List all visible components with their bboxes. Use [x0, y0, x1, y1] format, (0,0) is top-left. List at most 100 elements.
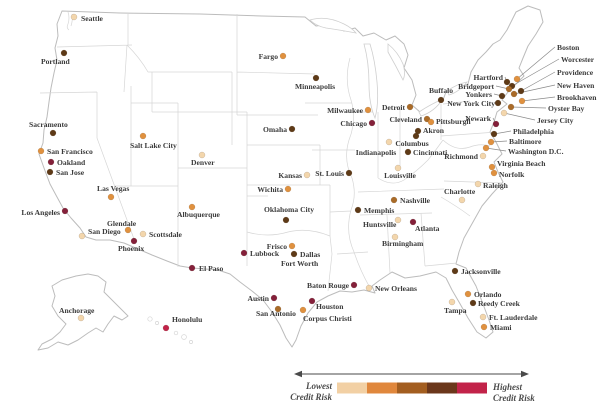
leader-line-boston: [516, 46, 556, 80]
city-dot-tampa: [448, 298, 456, 306]
city-dot-kansas: [303, 171, 311, 179]
city-dot-denver: [198, 151, 206, 159]
city-dot-raleigh: [474, 180, 482, 188]
city-label-lubbock: Lubbock: [250, 249, 280, 258]
city-label-newark: Newark: [465, 114, 492, 123]
leader-line-brookhaven: [521, 96, 556, 102]
city-label-yonkers: Yonkers: [465, 90, 492, 99]
city-dot-houston: [308, 297, 316, 305]
city-label-portland: Portland: [41, 57, 70, 66]
city-label-ft-lauderdale: Ft. Lauderdale: [489, 313, 538, 322]
city-label-worcester: Worcester: [561, 55, 595, 64]
city-label-tampa: Tampa: [444, 306, 467, 315]
city-label-birmingham: Birmingham: [382, 239, 424, 248]
city-dot-wichita: [284, 185, 292, 193]
puget-sound: [66, 11, 73, 31]
leader-line-jersey-city: [503, 112, 536, 121]
city-dot-newark: [492, 120, 500, 128]
city-dot-sacramento: [49, 129, 57, 137]
city-label-anchorage: Anchorage: [59, 306, 95, 315]
city-dot-st-louis: [345, 169, 353, 177]
city-label-columbus: Columbus: [395, 139, 428, 148]
legend-arrow-right-head: [521, 370, 529, 378]
legend-lowest-line2: Credit Risk: [290, 392, 332, 402]
city-label-fort-worth: Fort Worth: [281, 259, 319, 268]
city-label-corpus-christi: Corpus Christi: [303, 314, 352, 323]
city-dot-providence: [517, 87, 525, 95]
city-label-miami: Miami: [490, 323, 512, 332]
legend-highest-line2: Credit Risk: [493, 393, 535, 403]
city-dot-fargo: [279, 52, 287, 60]
city-label-detroit: Detroit: [382, 103, 406, 112]
legend-swatch-2: [367, 382, 397, 394]
city-label-oakland: Oakland: [57, 158, 86, 167]
city-dot-orlando: [464, 290, 472, 298]
city-dot-baltimore: [487, 138, 495, 146]
city-dot-honolulu: [162, 324, 170, 332]
city-label-cleveland: Cleveland: [390, 115, 423, 124]
legend-arrow-left-head: [294, 370, 302, 378]
legend-swatch-1: [337, 382, 367, 394]
leader-line-oyster-bay: [510, 106, 547, 109]
city-dot-new-haven: [510, 90, 518, 98]
city-label-houston: Houston: [316, 302, 344, 311]
city-label-jersey-city: Jersey City: [537, 116, 574, 125]
city-label-phoenix: Phoenix: [118, 244, 144, 253]
city-dot-corpus-christi: [299, 306, 307, 314]
city-dot-new-york-city: [494, 99, 502, 107]
city-label-reedy-creek: Reedy Creek: [478, 299, 521, 308]
city-label-boston: Boston: [557, 43, 580, 52]
city-dot-richmond: [479, 152, 487, 160]
city-label-baltimore: Baltimore: [509, 137, 542, 146]
city-dot-austin: [270, 294, 278, 302]
city-dot-san-francisco: [37, 147, 45, 155]
legend-swatch-5: [457, 382, 487, 394]
alaska-outline: [37, 273, 129, 351]
legend-lowest-line1: Lowest: [305, 381, 332, 391]
city-label-akron: Akron: [423, 126, 445, 135]
city-label-richmond: Richmond: [444, 152, 479, 161]
city-dot-buffalo: [437, 96, 445, 104]
city-dot-hartford: [503, 78, 511, 86]
city-label-norfolk: Norfolk: [499, 170, 525, 179]
city-label-honolulu: Honolulu: [172, 315, 203, 324]
city-dot-miami: [480, 323, 488, 331]
legend-swatches: [337, 382, 487, 394]
city-dot-seattle: [70, 13, 78, 21]
city-dot-jacksonville: [451, 267, 459, 275]
city-dot-minneapolis: [312, 74, 320, 82]
city-dot-indianapolis: [385, 138, 393, 146]
city-dot-el-paso: [188, 264, 196, 272]
city-dot-reedy-creek: [469, 299, 477, 307]
leader-line-providence: [520, 71, 556, 92]
city-dot-pittsburgh: [427, 118, 435, 126]
city-label-sacramento: Sacramento: [29, 120, 68, 129]
city-label-new-york-city: New York City: [447, 99, 495, 108]
city-dot-glendale: [124, 226, 132, 234]
city-label-chicago: Chicago: [340, 119, 367, 128]
city-dot-chicago: [368, 119, 376, 127]
city-dot-columbus: [412, 132, 420, 140]
city-dot-cincinnati: [404, 148, 412, 156]
map-outlines: [37, 5, 544, 351]
city-label-philadelphia: Philadelphia: [513, 127, 554, 136]
city-label-el-paso: El Paso: [199, 264, 223, 273]
city-label-huntsville: Huntsville: [363, 220, 397, 229]
city-label-atlanta: Atlanta: [415, 224, 440, 233]
city-dot-detroit: [406, 103, 414, 111]
city-label-charlotte: Charlotte: [444, 187, 476, 196]
city-dot-las-vegas: [107, 193, 115, 201]
great-lakes: [309, 17, 468, 120]
city-dot-yonkers: [498, 92, 506, 100]
city-label-milwaukee: Milwaukee: [327, 106, 363, 115]
city-label-buffalo: Buffalo: [429, 86, 453, 95]
city-label-oklahoma-city: Oklahoma City: [264, 205, 314, 214]
city-dot-charlotte: [458, 196, 466, 204]
city-label-raleigh: Raleigh: [483, 181, 509, 190]
state-borders: [39, 13, 502, 292]
city-dot-atlanta: [409, 218, 417, 226]
city-dot-oyster-bay: [507, 103, 515, 111]
city-dot-albuquerque: [188, 203, 196, 211]
city-dot-louisville: [394, 164, 402, 172]
